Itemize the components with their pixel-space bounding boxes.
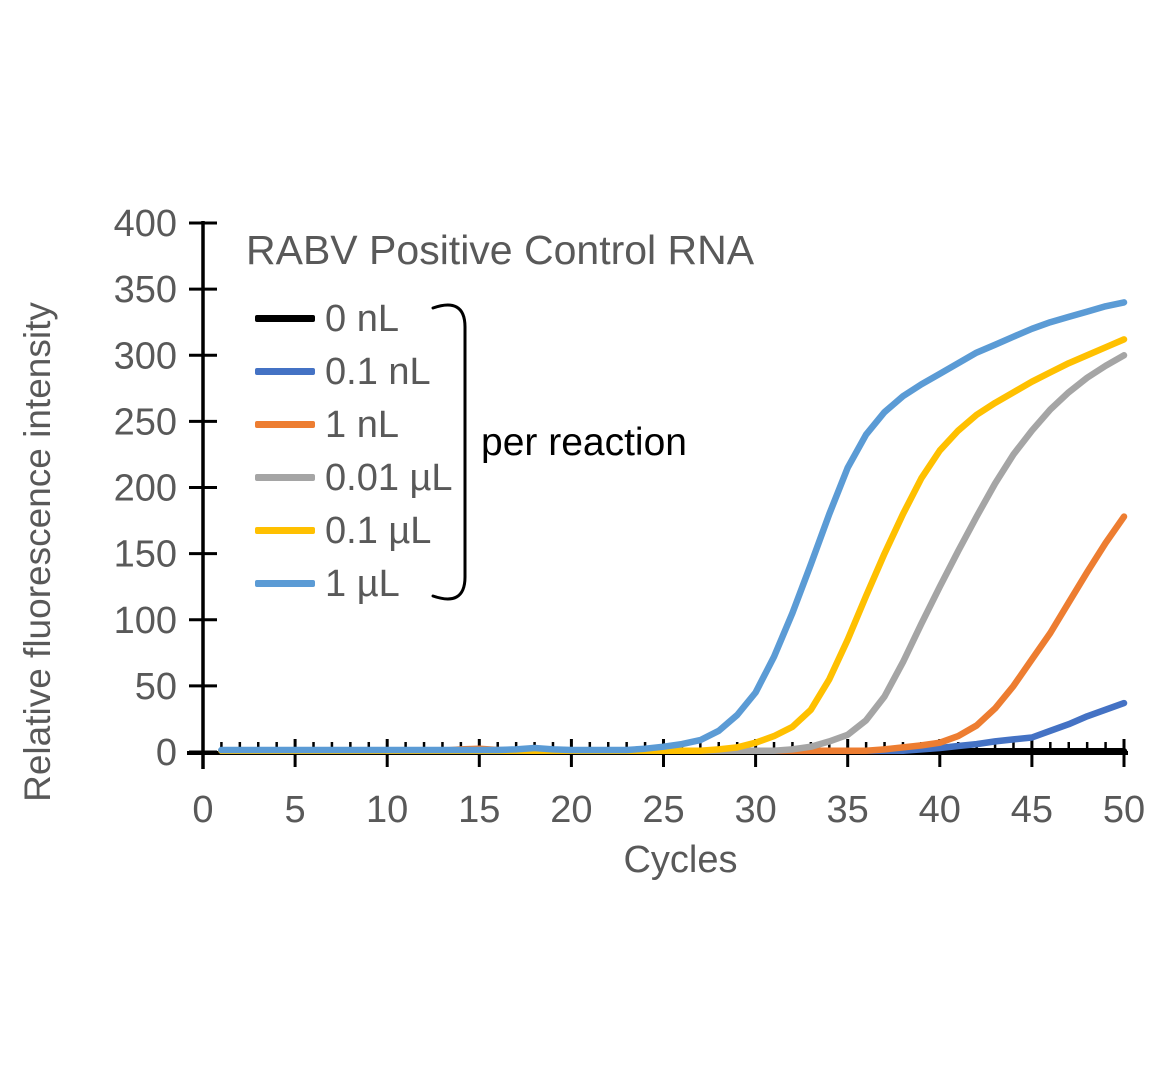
legend-swatch-icon xyxy=(255,474,315,481)
legend-item-label: 1 nL xyxy=(325,403,399,446)
y-tick-label: 0 xyxy=(156,732,177,774)
y-tick-label: 50 xyxy=(135,666,177,708)
legend-swatch-icon xyxy=(255,580,315,587)
y-tick-label: 400 xyxy=(114,203,177,245)
legend-item-1-l: 1 µL xyxy=(255,557,453,610)
legend-swatch-icon xyxy=(255,315,315,322)
x-tick-label: 5 xyxy=(285,789,306,831)
chart-title: RABV Positive Control RNA xyxy=(246,227,755,273)
legend-item-1-nl: 1 nL xyxy=(255,398,453,451)
x-tick-label: 20 xyxy=(550,789,592,831)
y-tick-label: 100 xyxy=(114,600,177,642)
x-tick-label: 25 xyxy=(642,789,684,831)
y-tick-label: 200 xyxy=(114,468,177,510)
legend-swatch-icon xyxy=(255,421,315,428)
x-axis-title: Cycles xyxy=(623,839,738,881)
x-tick-label: 10 xyxy=(366,789,408,831)
legend-item-label: 0 nL xyxy=(325,297,399,340)
legend-item-label: 0.01 µL xyxy=(325,456,453,499)
x-tick-label: 30 xyxy=(734,789,776,831)
x-tick-label: 45 xyxy=(1011,789,1053,831)
legend-swatch-icon xyxy=(255,527,315,534)
x-tick-label: 35 xyxy=(827,789,869,831)
legend-swatch-icon xyxy=(255,368,315,375)
series-line-1-l xyxy=(218,299,1128,754)
y-tick-label: 300 xyxy=(114,335,177,377)
y-tick-label: 350 xyxy=(114,269,177,311)
x-tick-label: 0 xyxy=(192,789,213,831)
legend-item-0-1-l: 0.1 µL xyxy=(255,504,453,557)
legend-bracket xyxy=(431,303,467,601)
x-tick-label: 40 xyxy=(919,789,961,831)
legend-note: per reaction xyxy=(481,421,687,464)
legend-item-label: 0.1 nL xyxy=(325,350,431,393)
y-axis-title: Relative fluorescence intensity xyxy=(17,302,58,802)
legend: 0 nL 0.1 nL 1 nL 0.01 µL 0.1 µL 1 µL xyxy=(255,292,453,610)
legend-item-0-01-l: 0.01 µL xyxy=(255,451,453,504)
y-tick-label: 150 xyxy=(114,534,177,576)
y-tick-label: 250 xyxy=(114,401,177,443)
legend-item-0-1-nl: 0.1 nL xyxy=(255,345,453,398)
legend-item-0-nl: 0 nL xyxy=(255,292,453,345)
legend-item-label: 1 µL xyxy=(325,562,400,605)
legend-item-label: 0.1 µL xyxy=(325,509,432,552)
x-tick-label: 15 xyxy=(458,789,500,831)
x-tick-label: 50 xyxy=(1103,789,1145,831)
